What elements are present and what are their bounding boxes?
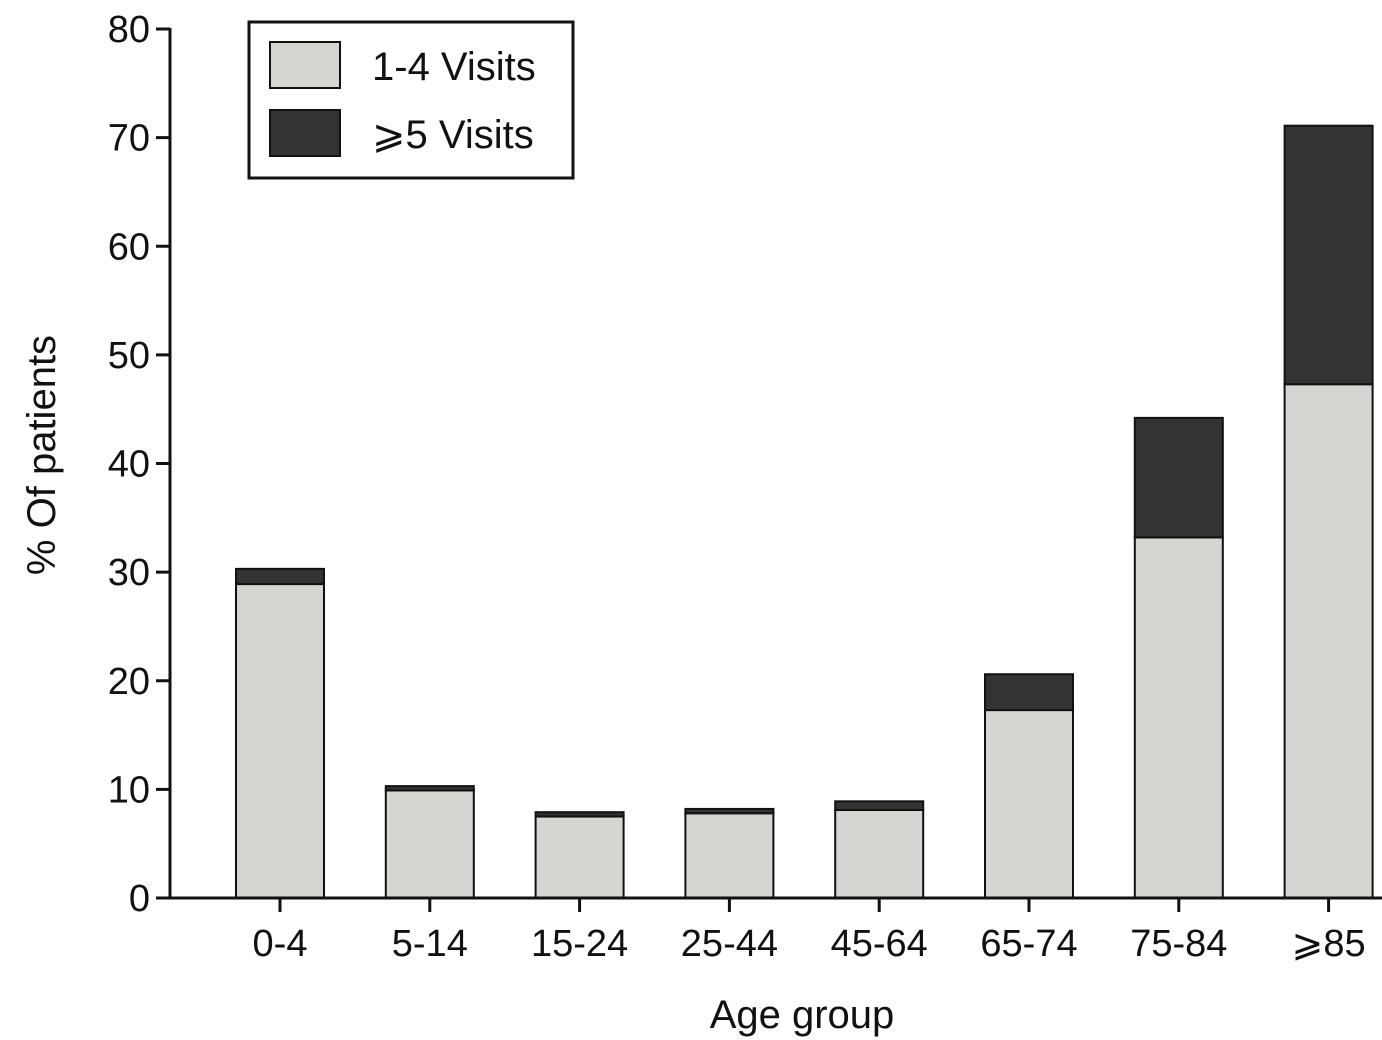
bar-segment-1-4-visits (834, 809, 925, 899)
y-tick-label: 50 (108, 335, 150, 377)
bar-segment-1-4-visits (384, 789, 475, 899)
legend-swatch-5-plus-visits (269, 109, 341, 157)
x-tick-label: 65-74 (980, 923, 1077, 965)
x-tick-label: 25-44 (681, 923, 778, 965)
x-tick-label: ⩾85 (1292, 923, 1366, 965)
legend-swatch-1-4-visits (269, 41, 341, 89)
bar-segment-5-plus-visits (684, 807, 775, 815)
y-tick-label: 20 (108, 661, 150, 703)
x-axis-title: Age group (710, 993, 895, 1037)
y-tick-label: 60 (108, 226, 150, 268)
x-tick-label: 5-14 (392, 923, 468, 965)
bar-segment-1-4-visits (235, 583, 325, 899)
y-tick-label: 0 (129, 878, 150, 920)
bar-segment-5-plus-visits (834, 800, 925, 812)
y-tick-label: 70 (108, 118, 150, 160)
bar-segment-5-plus-visits (1283, 124, 1374, 386)
bars-layer (235, 124, 1374, 900)
x-tick-label: 15-24 (531, 923, 628, 965)
y-tick-label: 40 (108, 444, 150, 486)
bar-segment-1-4-visits (1133, 536, 1224, 899)
x-ticks: 0-4 5-14 15-24 25-44 45-64 65-74 75-84 ⩾85 (253, 898, 1366, 965)
bar-segment-1-4-visits (684, 812, 775, 900)
x-tick-label: 45-64 (831, 923, 928, 965)
y-ticks: 0 10 20 30 40 50 60 70 80 (108, 9, 170, 920)
y-tick-label: 10 (108, 769, 150, 811)
bar-segment-5-plus-visits (1133, 416, 1224, 539)
legend: 1-4 Visits ⩾5 Visits (247, 20, 575, 180)
y-tick-label: 80 (108, 9, 150, 51)
bar-segment-5-plus-visits (384, 785, 475, 792)
y-axis-title: % Of patients (20, 335, 64, 575)
bar-segment-1-4-visits (534, 815, 625, 899)
y-tick-label: 30 (108, 552, 150, 594)
x-tick-label: 0-4 (253, 923, 308, 965)
bar-segment-5-plus-visits (235, 567, 325, 586)
x-tick-label: 75-84 (1130, 923, 1227, 965)
bar-segment-1-4-visits (984, 709, 1074, 899)
bar-segment-1-4-visits (1283, 383, 1374, 899)
bar-segment-5-plus-visits (984, 673, 1074, 712)
legend-label-1-4-visits: 1-4 Visits (372, 45, 536, 89)
legend-label-5-plus-visits: ⩾5 Visits (372, 113, 534, 157)
bar-segment-5-plus-visits (534, 811, 625, 818)
